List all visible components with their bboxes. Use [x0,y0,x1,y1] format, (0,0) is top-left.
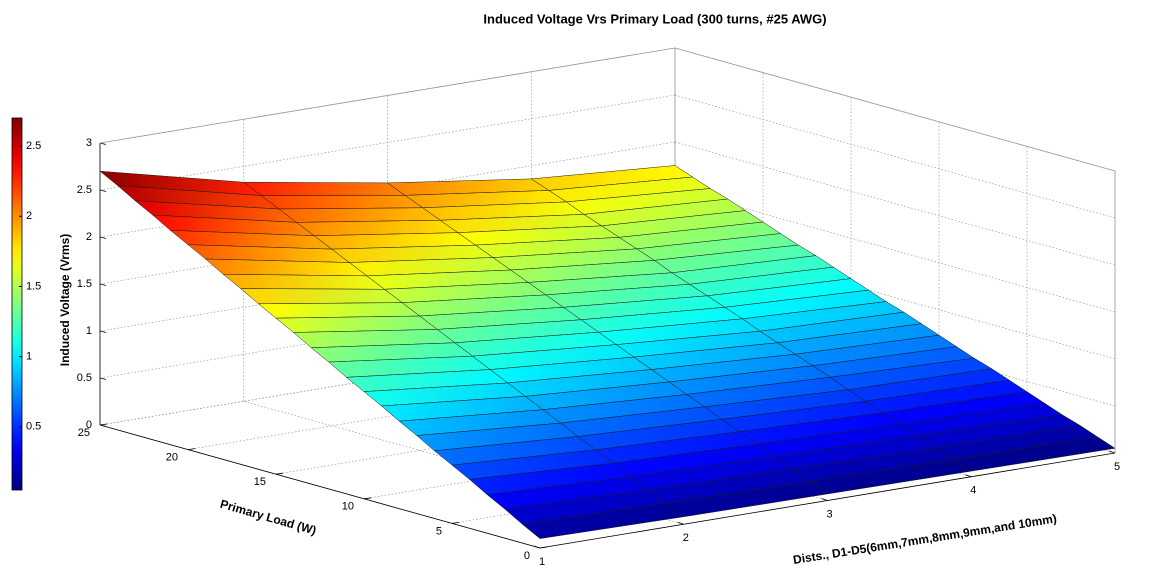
y-axis-label: Primary Load (W) [219,497,318,538]
colorbar: 0.5 1 1.5 2 2.5 [11,117,41,491]
colorbar-scale [11,117,23,491]
tick-mark [99,283,107,286]
tick-mark [821,498,828,501]
surface-patch [243,181,406,196]
colorbar-tick-label: 0.5 [26,421,41,433]
z-tick-label: 2 [86,231,92,243]
y-tick-label: 10 [342,501,354,513]
tick-mark [99,236,107,239]
y-tick-label: 20 [166,452,178,464]
tick-mark [965,474,972,478]
surface-patch [278,207,442,223]
y-tick-label: 0 [524,550,530,562]
surface-patch [260,195,424,210]
tick-mark [99,377,107,380]
z-tick-label: 0 [86,419,92,431]
tick-mark [99,423,108,426]
tick-mark [187,448,196,450]
surface-patch [257,302,421,319]
tick-mark [451,522,460,524]
tick-mark [275,472,284,475]
grid-line [674,94,1116,219]
tick-mark [363,497,372,500]
z-tick-label: 2.5 [77,184,92,196]
surface [99,165,1116,539]
z-axis-label: Induced Voltage (Vrms) [58,234,72,366]
x-tick-label: 3 [826,508,832,520]
colorbar-tick-label: 1.5 [26,280,41,292]
box-edge [674,47,1116,172]
x-tick-label: 2 [683,532,689,544]
surface-patch [222,274,386,290]
z-tick-label: 0.5 [77,372,92,384]
z-tick-label: 1.5 [77,278,92,290]
grid-line [674,235,1116,360]
axis-line [99,424,541,549]
tick-mark [99,142,107,145]
surface-patch [240,288,403,305]
grid-line [674,141,1116,266]
axis-line [539,452,1116,549]
y-tick-label: 25 [78,427,90,439]
tick-mark [1108,450,1116,454]
surface-patch [952,436,1116,472]
z-tick-label: 1 [86,325,92,337]
tick-mark [99,330,107,333]
y-tick-label: 5 [436,525,442,537]
colorbar-tick-label: 1 [26,351,32,363]
grid-line [674,188,1116,313]
x-tick-label: 5 [1114,461,1120,473]
x-tick-label: 4 [970,485,976,497]
colorbar-tick-label: 2 [26,210,32,222]
z-tick-label: 3 [86,137,92,149]
box-edge [99,47,676,144]
chart-title: Induced Voltage Vrs Primary Load (300 tu… [483,11,826,26]
tick-mark [677,521,684,525]
y-tick-label: 15 [254,476,266,488]
x-tick-label: 1 [539,556,545,568]
colorbar-tick-label: 2.5 [26,140,41,152]
tick-mark [99,189,107,192]
